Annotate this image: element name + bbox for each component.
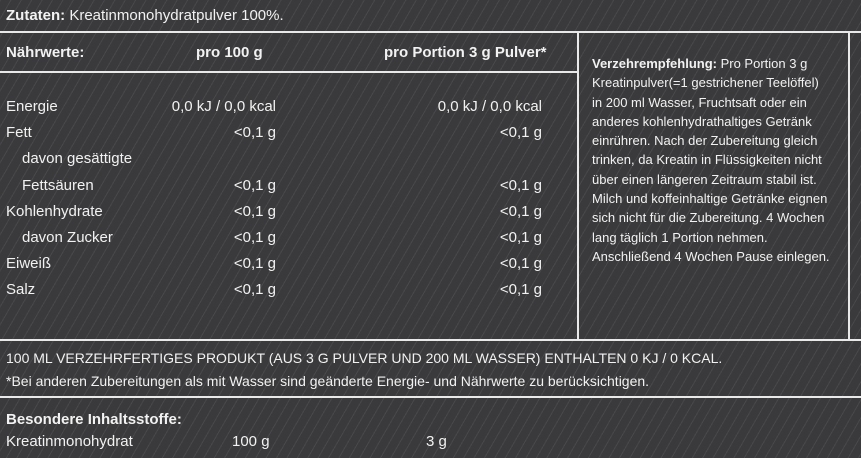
row-value-carbs-portion: <0,1 g	[499, 203, 542, 220]
special-ingredient-portion: 3 g	[426, 433, 447, 450]
row-name-salt: Salz	[6, 281, 36, 298]
notes-prepared-product: 100 ML VERZEHRFERTIGES PRODUKT (AUS 3 G …	[6, 350, 723, 366]
special-ingredients-label: Besondere Inhaltsstoffe:	[6, 411, 182, 428]
special-ingredient-name: Kreatinmonohydrat	[6, 433, 133, 450]
row-value-sugar-per100: <0,1 g	[233, 229, 276, 246]
row-value-fatty-acids-portion: <0,1 g	[499, 177, 542, 194]
divider-vertical	[577, 31, 579, 341]
row-value-sugar-portion: <0,1 g	[499, 229, 542, 246]
divider-notes	[0, 396, 861, 398]
row-name-sugar: davon Zucker	[22, 229, 113, 246]
recommendation-body-2: Anschließend 4 Wochen Pause einlegen.	[592, 248, 830, 264]
ingredients-text: Kreatinmonohydratpulver 100%.	[69, 7, 284, 24]
notes-footnote: *Bei anderen Zubereitungen als mit Wasse…	[6, 373, 650, 389]
divider-top	[0, 31, 861, 33]
row-value-energy-portion: 0,0 kJ / 0,0 kcal	[437, 98, 542, 115]
row-value-fatty-acids-per100: <0,1 g	[233, 177, 276, 194]
recommendation-text: Verzehrempfehlung: Pro Portion 3 g Kreat…	[592, 54, 832, 266]
recommendation-body: Pro Portion 3 g Kreatinpulver(=1 gestric…	[592, 56, 828, 245]
divider-bottom	[0, 339, 861, 341]
special-ingredient-per100: 100 g	[232, 433, 270, 450]
nutrition-header-label: Nährwerte:	[6, 44, 85, 61]
row-name-saturated: davon gesättigte	[22, 150, 133, 167]
divider-header	[0, 71, 577, 73]
row-value-salt-per100: <0,1 g	[233, 281, 276, 298]
row-value-protein-per100: <0,1 g	[233, 255, 276, 272]
ingredients-line: Zutaten: Kreatinmonohydratpulver 100%.	[6, 7, 284, 25]
ingredients-label: Zutaten:	[6, 7, 66, 24]
row-value-salt-portion: <0,1 g	[499, 281, 542, 298]
row-value-fat-per100: <0,1 g	[233, 124, 276, 141]
row-name-fatty-acids: Fettsäuren	[22, 177, 94, 194]
row-value-carbs-per100: <0,1 g	[233, 203, 276, 220]
row-value-fat-portion: <0,1 g	[499, 124, 542, 141]
divider-right	[848, 31, 850, 341]
row-name-carbs: Kohlenhydrate	[6, 203, 103, 220]
recommendation-label: Verzehrempfehlung:	[592, 56, 717, 71]
row-value-energy-per100: 0,0 kJ / 0,0 kcal	[171, 98, 276, 115]
row-value-protein-portion: <0,1 g	[499, 255, 542, 272]
row-name-fat: Fett	[6, 124, 32, 141]
row-name-protein: Eiweiß	[6, 255, 52, 272]
nutrition-header-per100: pro 100 g	[196, 44, 263, 61]
nutrition-header-portion: pro Portion 3 g Pulver*	[384, 44, 547, 61]
row-name-energy: Energie	[6, 98, 58, 115]
